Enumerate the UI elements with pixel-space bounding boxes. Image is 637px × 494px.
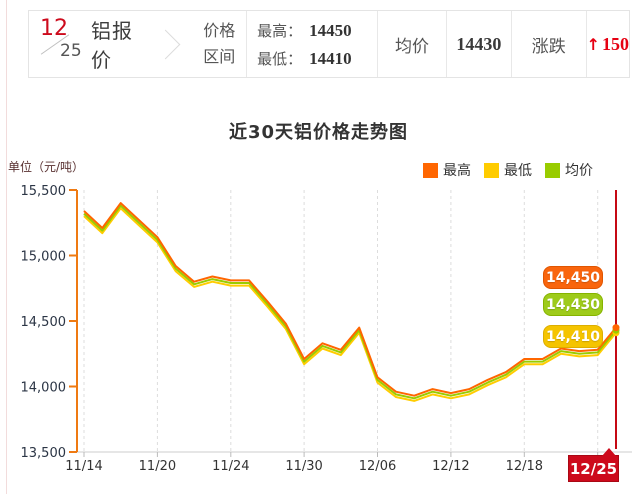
price-tag-low: 14,410: [543, 325, 603, 348]
header-divider: [377, 11, 378, 77]
header-divider: [510, 11, 512, 77]
change-indicator: ↑ 150: [587, 11, 629, 77]
x-axis-label: 12/12: [432, 459, 469, 474]
series-line-2: [83, 207, 617, 402]
x-axis-label: 11/14: [65, 459, 102, 474]
series-end-dot-0: [612, 324, 620, 332]
product-name: 铝报价: [91, 19, 133, 72]
legend-item-avg: 均价: [545, 160, 593, 180]
change-label: 涨跌: [531, 36, 566, 57]
series-line-0: [83, 202, 617, 397]
price-tag-average: 14,430: [543, 293, 603, 316]
y-axis-label: 15,500: [21, 184, 67, 199]
x-axis-label: 12/18: [506, 459, 543, 474]
series-line-1: [83, 204, 617, 400]
date-day: 25: [60, 41, 82, 61]
legend-label-low: 最低: [504, 163, 532, 179]
change-value: 150: [601, 33, 629, 54]
header-divider: [585, 11, 587, 77]
up-arrow-icon: ↑: [586, 34, 600, 54]
high-row: 最高： 14450: [257, 20, 377, 41]
high-low-cell: 最高： 14450 最低： 14410: [247, 11, 377, 77]
price-range-label-line1: 价格: [203, 21, 236, 41]
high-series-swatch: [423, 162, 438, 178]
average-label: 均价: [395, 36, 429, 57]
y-axis-label: 13,500: [21, 446, 67, 461]
high-value: 14450: [309, 20, 352, 40]
legend-label-avg: 均价: [565, 163, 593, 179]
header-divider: [246, 11, 248, 77]
y-axis-label: 14,500: [21, 315, 67, 330]
price-range-label-line2: 区间: [203, 47, 236, 66]
y-axis-label: 14,000: [21, 381, 67, 396]
low-label: 最低：: [257, 49, 303, 68]
low-value: 14410: [309, 48, 352, 68]
x-axis-label: 11/24: [212, 459, 249, 474]
avg-series-swatch: [545, 162, 560, 178]
legend-label-high: 最高: [443, 163, 471, 179]
page-left-border: [6, 0, 7, 494]
date-display: 12 25: [29, 11, 87, 77]
y-axis-unit-label: 单位（元/吨）: [8, 160, 85, 174]
legend-item-high: 最高: [423, 160, 471, 180]
average-value: 14430: [456, 33, 502, 54]
legend-item-low: 最低: [484, 160, 532, 180]
low-row: 最低： 14410: [257, 48, 377, 69]
chart-title: 近30天铝价格走势图: [228, 121, 409, 143]
x-axis-label: 11/30: [285, 459, 322, 474]
price-range-label: 价格 区间: [192, 11, 246, 77]
x-axis-label: 12/06: [359, 459, 396, 474]
y-axis-label: 15,000: [21, 250, 67, 265]
header-divider: [446, 11, 447, 77]
current-date-marker: 12/25: [568, 448, 619, 482]
quote-header: 12 25 铝报价 价格 区间 最高： 14450 最低： 14410 均价 144…: [28, 10, 630, 78]
high-label: 最高：: [257, 21, 303, 40]
price-tag-high: 14,450: [543, 266, 603, 289]
chart-legend: 最高 最低 均价: [423, 160, 606, 180]
x-axis-label: 11/20: [139, 459, 176, 474]
low-series-swatch: [484, 162, 499, 178]
